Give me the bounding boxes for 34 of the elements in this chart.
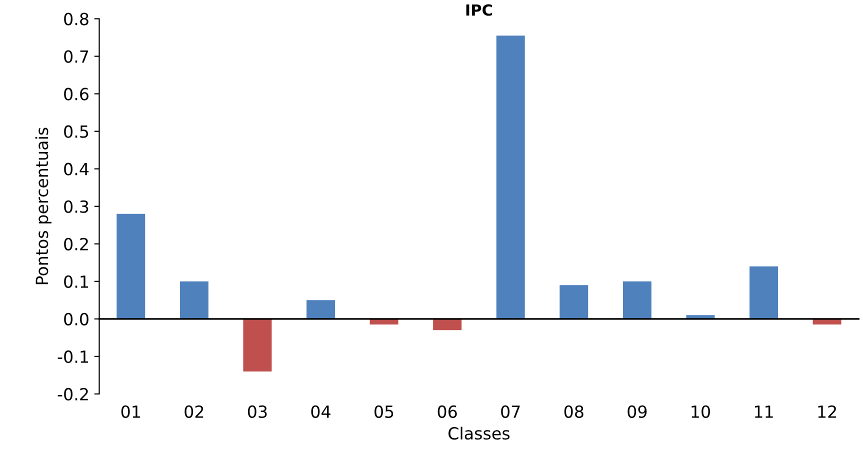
- y-tick-label: 0.1: [64, 275, 88, 288]
- x-tick-label: 07: [501, 405, 520, 418]
- bar: [496, 36, 525, 319]
- x-tick-label: 10: [692, 405, 710, 418]
- x-tick-label: 11: [754, 406, 773, 418]
- bar: [750, 266, 778, 319]
- y-tick-label: -0.2: [58, 388, 88, 401]
- y-tick-label: -0.1: [58, 350, 88, 364]
- x-tick-label: 06: [438, 405, 457, 418]
- y-tick-label: 0.4: [64, 162, 89, 176]
- bar: [116, 214, 146, 319]
- chart-title: IPC: [466, 4, 492, 16]
- x-tick-label: 09: [628, 405, 647, 418]
- bar: [180, 281, 208, 319]
- x-tick-label: 12: [818, 405, 836, 418]
- x-tick-label: 02: [184, 405, 204, 418]
- y-tick-label: 0.6: [64, 88, 88, 100]
- x-tick-label: 05: [374, 405, 394, 418]
- y-tick-label: 0.0: [64, 312, 88, 326]
- y-tick-label: 0.7: [64, 50, 88, 63]
- bar: [622, 281, 652, 319]
- x-axis-title: Classes: [448, 426, 510, 440]
- y-axis-title: Pontos percentuais: [35, 128, 52, 284]
- y-tick-label: 0.8: [64, 12, 88, 26]
- y-tick-label: 0.5: [64, 125, 88, 138]
- bar: [306, 300, 335, 319]
- x-tick-label: 03: [248, 405, 267, 418]
- x-tick-label: 08: [564, 405, 584, 418]
- bar: [560, 285, 588, 319]
- y-tick-label: 0.2: [64, 238, 88, 250]
- bar: [243, 318, 272, 372]
- x-tick-label: 01: [121, 405, 140, 418]
- x-tick-label: 04: [311, 405, 330, 418]
- y-tick-label: 0.3: [64, 200, 88, 213]
